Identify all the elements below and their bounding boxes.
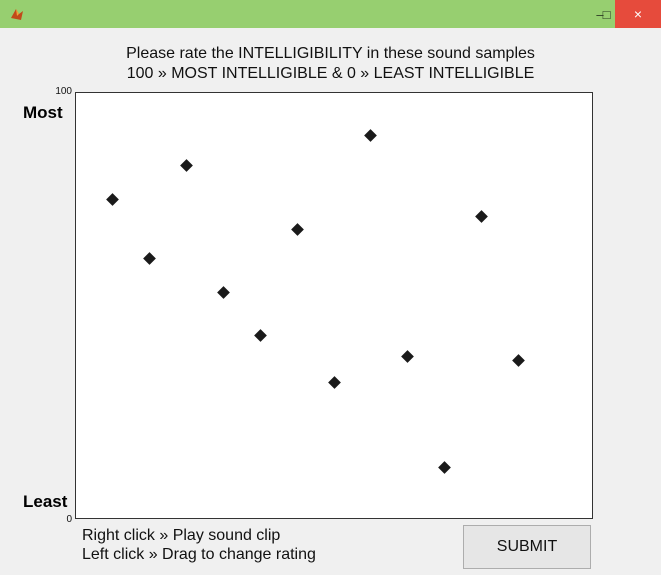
help-line-right-click: Right click » Play sound clip [82,527,281,544]
instruction-line-1: Please rate the INTELLIGIBILITY in these… [126,45,535,62]
most-label: Most [23,103,63,122]
submit-button[interactable]: SUBMIT [463,525,591,569]
rating-point[interactable] [364,129,378,142]
close-button[interactable]: × [615,0,661,28]
rating-point[interactable] [511,354,525,368]
rating-point[interactable] [180,158,193,172]
rating-point[interactable] [401,350,415,363]
y-tick-bottom: 0 [66,514,72,525]
rating-plot-area[interactable] [75,92,593,519]
rating-point[interactable] [475,209,488,223]
matlab-icon [11,9,23,20]
least-label: Least [23,492,68,511]
rating-point[interactable] [143,252,157,266]
minimize-button[interactable]: – [596,6,604,22]
rating-point[interactable] [327,375,341,389]
instruction-line-2: 100 » MOST INTELLIGIBLE & 0 » LEAST INTE… [126,65,535,82]
rating-point[interactable] [438,460,451,474]
y-tick-top: 100 [55,86,72,97]
rating-point[interactable] [253,328,267,342]
rating-point[interactable] [106,192,120,206]
rating-point[interactable] [290,222,304,236]
help-line-left-click: Left click » Drag to change rating [82,546,316,563]
rating-point[interactable] [217,286,230,300]
maximize-button[interactable]: □ [602,6,611,22]
title-bar: – □ × [0,0,661,28]
